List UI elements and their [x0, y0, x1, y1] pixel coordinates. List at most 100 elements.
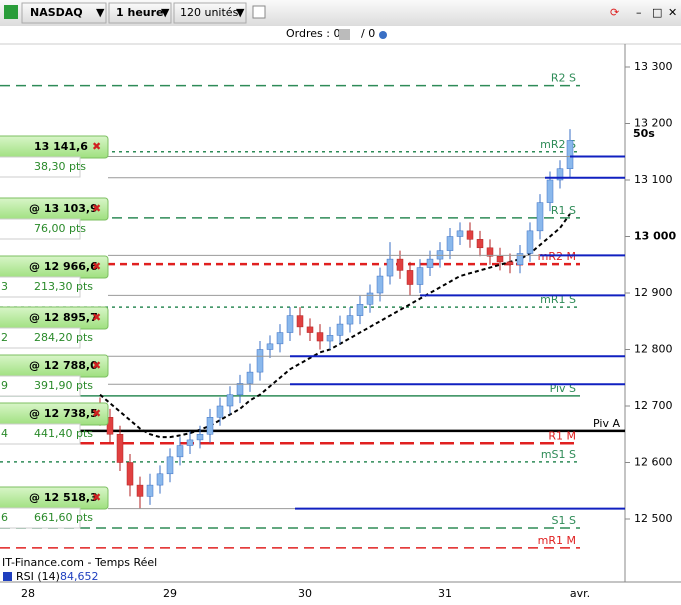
symbol-select[interactable] [21, 2, 107, 24]
candle-body [406, 270, 414, 285]
candle-body [226, 394, 234, 407]
candle-body [196, 434, 204, 441]
period-select[interactable] [108, 2, 172, 24]
order-close[interactable]: ✖ [92, 491, 101, 504]
date-label: avr. [570, 587, 590, 600]
maximize[interactable]: □ [652, 6, 662, 19]
distance-box [0, 276, 81, 298]
order-price: @ 12 966,6 [29, 260, 98, 273]
order-distance: 76,00 pts [34, 222, 86, 235]
distance-box [0, 327, 81, 349]
order-price: 13 141,6 [34, 140, 88, 153]
indicator: RSI (14) [16, 570, 60, 583]
app-icon [4, 5, 18, 19]
candle-body [326, 335, 334, 342]
date-label: 28 [21, 587, 35, 600]
distance-box [0, 218, 81, 240]
price-tick-label: 12 500 [634, 512, 673, 525]
distance-box [0, 156, 81, 178]
minimize[interactable]: – [636, 6, 642, 19]
settings-icon[interactable] [379, 31, 387, 39]
distance-box [0, 375, 81, 397]
candle-body [496, 256, 504, 263]
level-label: mS1 S [541, 448, 576, 461]
pending-count: / 0 [361, 27, 375, 40]
order-distance: 391,90 pts [34, 379, 93, 392]
candle-body [286, 315, 294, 333]
order-distance: 284,20 pts [34, 331, 93, 344]
candle-body [416, 267, 424, 285]
date-label: 29 [163, 587, 177, 600]
order-close[interactable]: ✖ [92, 407, 101, 420]
price-tick-label: 13 100 [634, 173, 673, 186]
candle-body [426, 258, 434, 268]
indicator-value: 84,652 [60, 570, 99, 583]
candle-body [486, 247, 494, 257]
order-side: 6 [1, 511, 8, 524]
candle-body [476, 239, 484, 249]
level-label: R1 S [551, 204, 576, 217]
order-close[interactable]: ✖ [92, 202, 101, 215]
order-distance: 38,30 pts [34, 160, 86, 173]
period: 1 heure [116, 6, 164, 19]
order-close[interactable]: ✖ [92, 311, 101, 324]
order-side: 4 [1, 427, 8, 440]
orders-count: Ordres : 0 [286, 27, 340, 40]
date-label: 31 [438, 587, 452, 600]
order-price: @ 12 738,5 [29, 407, 98, 420]
order-close[interactable]: ✖ [92, 359, 101, 372]
candle-body [266, 343, 274, 350]
checkbox[interactable] [252, 5, 266, 19]
price-tick-label: 12 600 [634, 456, 673, 469]
candle-body [536, 202, 544, 232]
candle-body [126, 462, 134, 486]
refresh-icon[interactable]: ⟳ [610, 6, 619, 19]
candle-body [546, 179, 554, 203]
candle-body [346, 315, 354, 325]
candle-body [276, 332, 284, 345]
order-close[interactable]: ✖ [92, 260, 101, 273]
arrow: ▼ [236, 6, 245, 19]
candle-body [186, 439, 194, 446]
price-tick-label: 12 900 [634, 286, 673, 299]
candle-body [166, 456, 174, 475]
order-side: 9 [1, 379, 8, 392]
order-distance: 661,60 pts [34, 511, 93, 524]
candle-body [296, 315, 304, 328]
candle-body [106, 417, 114, 435]
chart-area: 13 300 13 200 13 100 13 000 12 900 12 800 12 7… [0, 60, 676, 600]
candle-body [176, 445, 184, 458]
candle-body [356, 304, 364, 316]
price-tick-label: 13 300 [634, 60, 673, 73]
units-select[interactable] [173, 2, 247, 24]
price-tick-label: 13 200 [634, 117, 673, 130]
candle-body [256, 349, 264, 373]
units: 120 unités [180, 6, 239, 19]
order-price: @ 12 895,7 [29, 311, 98, 324]
price-tick-label: 12 700 [634, 399, 673, 412]
order-distance: 213,30 pts [34, 280, 93, 293]
candle-body [386, 258, 394, 277]
candle-body [436, 250, 444, 260]
order-side: 3 [1, 280, 8, 293]
candle-body [156, 473, 164, 486]
candle-body [556, 168, 564, 181]
level-label: R1 M [548, 429, 576, 442]
level-label: Piv A [593, 417, 620, 430]
price-tick-label: 12 800 [634, 343, 673, 356]
orders-icon[interactable] [339, 29, 350, 40]
order-close[interactable]: ✖ [92, 140, 101, 153]
source: IT-Finance.com - Temps Réel [2, 556, 157, 569]
price-tick-label: 13 000 [634, 230, 676, 243]
candle-body [566, 140, 574, 169]
candle-body [206, 417, 214, 435]
countdown: 50s [633, 127, 655, 140]
candle-body [456, 230, 464, 237]
candle-body [306, 326, 314, 333]
candle-body [216, 405, 224, 418]
rsi-swatch [3, 572, 12, 581]
close[interactable]: ✕ [668, 6, 677, 19]
order-distance: 441,40 pts [34, 427, 93, 440]
